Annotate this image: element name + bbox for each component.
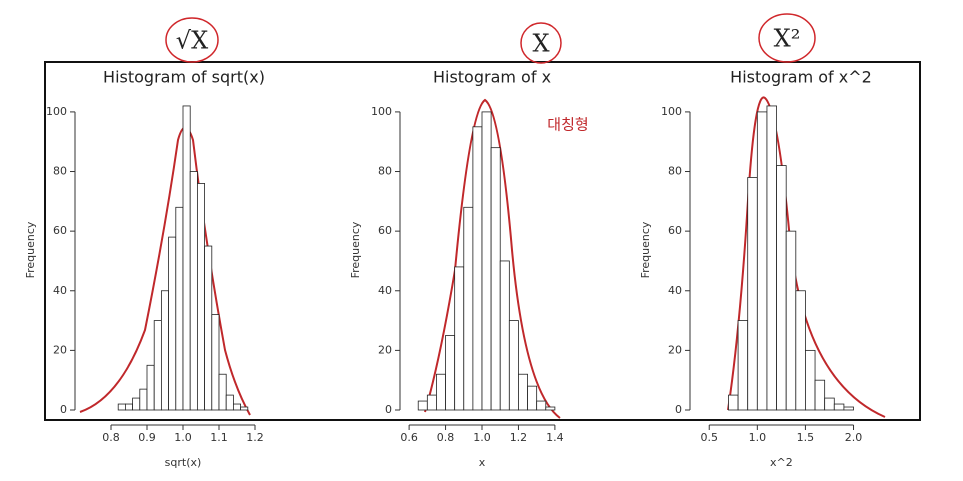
bar — [508, 320, 519, 411]
y-tick-label: 60 — [53, 224, 67, 237]
x-tick-label: 0.8 — [102, 431, 120, 444]
bar — [766, 105, 777, 411]
x-tick-label: 1.5 — [797, 431, 815, 444]
annotation-circle — [758, 13, 816, 63]
bar — [776, 165, 787, 411]
x-tick-label: 1.4 — [546, 431, 564, 444]
bar — [125, 403, 134, 411]
y-tick-label: 20 — [378, 343, 392, 356]
y-tick-label: 20 — [668, 343, 682, 356]
annotation-circle — [165, 17, 219, 63]
bar — [536, 400, 547, 411]
x-tick-label: 0.5 — [700, 431, 718, 444]
x-tick-label: 1.0 — [174, 431, 192, 444]
bar — [189, 171, 198, 411]
y-tick-label: 0 — [60, 403, 67, 416]
y-tick-label: 80 — [668, 165, 682, 178]
bar — [132, 397, 141, 411]
x-tick-label: 1.1 — [210, 431, 228, 444]
y-tick-label: 80 — [53, 165, 67, 178]
y-tick-label: 40 — [53, 284, 67, 297]
x-axis-label: x^2 — [770, 456, 793, 469]
bar — [445, 335, 456, 411]
y-tick-label: 20 — [53, 343, 67, 356]
y-tick-label: 60 — [668, 224, 682, 237]
handwritten-note: X² — [774, 25, 801, 53]
bar — [481, 111, 492, 411]
bar — [417, 400, 428, 411]
annotation-circle — [520, 22, 562, 64]
chart-title: Histogram of x — [433, 68, 551, 87]
y-tick-label: 60 — [378, 224, 392, 237]
bar — [824, 397, 835, 411]
bar — [232, 403, 241, 411]
y-tick-label: 40 — [668, 284, 682, 297]
bar — [805, 349, 816, 411]
bar — [454, 266, 465, 411]
bar — [117, 403, 126, 411]
x-tick-label: 0.9 — [138, 431, 156, 444]
frame — [44, 61, 921, 421]
bar — [499, 260, 510, 411]
bar — [153, 320, 162, 411]
bar — [218, 373, 227, 411]
density-sketch — [727, 96, 886, 418]
handwritten-note: √X — [176, 27, 208, 55]
bar — [814, 379, 826, 411]
handwritten-note: X — [532, 30, 549, 58]
x-axis-label: sqrt(x) — [165, 456, 202, 469]
x-tick-label: 0.6 — [400, 431, 418, 444]
bar — [211, 314, 220, 411]
x-tick-label: 1.2 — [246, 431, 264, 444]
y-axis-label: Frequency — [349, 221, 362, 278]
x-tick-label: 2.0 — [845, 431, 863, 444]
bar — [490, 147, 501, 411]
bar — [795, 290, 806, 411]
y-axis-label: Frequency — [639, 221, 652, 278]
x-tick-label: 1.2 — [510, 431, 528, 444]
chart-title: Histogram of x^2 — [730, 68, 872, 87]
bar — [204, 245, 213, 411]
bar — [518, 373, 528, 411]
y-tick-label: 0 — [385, 403, 392, 416]
y-tick-label: 100 — [371, 105, 392, 118]
y-tick-label: 40 — [378, 284, 392, 297]
bar — [545, 406, 556, 411]
bar — [426, 394, 437, 411]
bar — [182, 105, 191, 411]
y-tick-label: 0 — [675, 403, 682, 416]
x-axis-label: x — [479, 456, 486, 469]
bar — [240, 406, 249, 411]
bar — [527, 385, 538, 411]
bar — [833, 403, 845, 411]
bar — [728, 394, 739, 411]
bar — [747, 177, 758, 411]
bar — [175, 206, 184, 411]
density-sketch — [424, 98, 561, 419]
y-tick-label: 80 — [378, 165, 392, 178]
bar — [756, 111, 768, 411]
bar — [160, 290, 169, 411]
bar — [843, 406, 854, 411]
y-tick-label: 100 — [46, 105, 67, 118]
bar — [146, 364, 155, 411]
bar — [168, 236, 177, 411]
y-axis-label: Frequency — [24, 221, 37, 278]
bar — [737, 320, 749, 411]
bar — [139, 388, 148, 411]
y-tick-label: 100 — [661, 105, 682, 118]
bar — [785, 230, 797, 411]
bar — [225, 394, 234, 411]
bar — [463, 206, 474, 411]
x-tick-label: 1.0 — [749, 431, 767, 444]
x-tick-label: 0.8 — [437, 431, 455, 444]
chart-title: Histogram of sqrt(x) — [103, 68, 265, 87]
bar — [472, 126, 483, 411]
x-tick-label: 1.0 — [473, 431, 491, 444]
handwritten-note: 대칭형 — [547, 116, 588, 134]
bar — [436, 373, 446, 411]
bar — [196, 183, 205, 411]
